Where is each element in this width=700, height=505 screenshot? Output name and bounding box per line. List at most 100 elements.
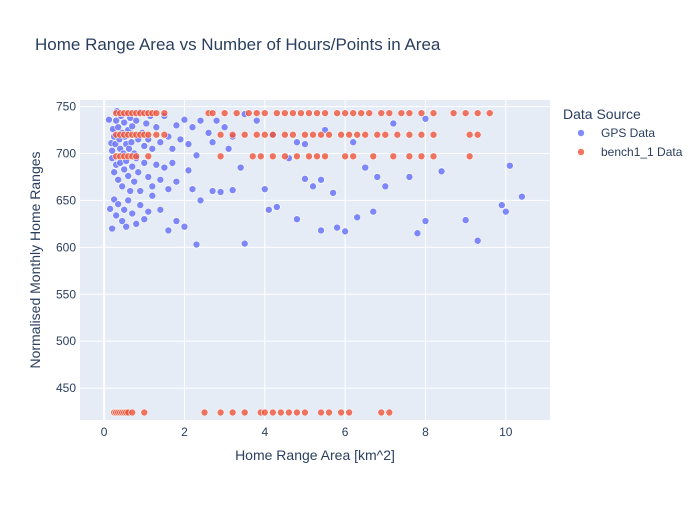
bench1-1-data-point[interactable] (140, 408, 149, 417)
gps-data-point[interactable] (518, 192, 526, 201)
gps-data-point[interactable] (156, 205, 165, 214)
gps-data-point[interactable] (293, 138, 301, 147)
gps-data-point[interactable] (168, 159, 177, 167)
gps-data-point[interactable] (252, 116, 261, 125)
gps-data-point[interactable] (361, 163, 370, 172)
bench1-1-data-point[interactable] (244, 109, 253, 117)
gps-data-point[interactable] (152, 123, 161, 132)
gps-data-point[interactable] (144, 207, 153, 216)
gps-data-point[interactable] (114, 175, 122, 184)
bench1-1-data-point[interactable] (321, 152, 329, 161)
gps-data-point[interactable] (184, 166, 193, 175)
gps-data-point[interactable] (473, 236, 482, 245)
gps-data-point[interactable] (134, 168, 143, 177)
gps-data-point[interactable] (333, 223, 341, 232)
gps-data-point[interactable] (124, 172, 133, 180)
gps-data-point[interactable] (114, 200, 122, 208)
bench1-1-data-point[interactable] (144, 152, 153, 161)
gps-data-point[interactable] (132, 220, 141, 228)
gps-data-point[interactable] (353, 213, 361, 222)
bench1-1-data-point[interactable] (273, 109, 281, 117)
bench1-1-data-point[interactable] (317, 130, 325, 139)
bench1-1-data-point[interactable] (321, 109, 329, 117)
bench1-1-data-point[interactable] (405, 109, 414, 117)
bench1-1-data-point[interactable] (341, 152, 349, 161)
gps-data-point[interactable] (196, 116, 205, 125)
gps-data-point[interactable] (405, 173, 414, 181)
gps-data-point[interactable] (118, 182, 126, 191)
legend-item-gps[interactable]: GPS Data (577, 126, 656, 140)
gps-data-point[interactable] (128, 209, 137, 218)
gps-data-point[interactable] (381, 182, 390, 191)
bench1-1-data-point[interactable] (252, 109, 261, 117)
bench1-1-data-point[interactable] (373, 130, 382, 139)
gps-data-point[interactable] (144, 173, 153, 181)
gps-data-point[interactable] (164, 185, 173, 193)
gps-data-point[interactable] (180, 222, 189, 231)
bench1-1-data-point[interactable] (473, 130, 482, 139)
bench1-1-data-point[interactable] (132, 152, 141, 161)
gps-data-point[interactable] (228, 186, 237, 194)
gps-data-point[interactable] (437, 167, 446, 176)
bench1-1-data-point[interactable] (160, 130, 169, 139)
bench1-1-data-point[interactable] (289, 130, 297, 139)
bench1-1-data-point[interactable] (281, 130, 289, 139)
bench1-1-data-point[interactable] (232, 109, 241, 117)
gps-data-point[interactable] (136, 201, 145, 209)
gps-data-point[interactable] (142, 119, 151, 128)
gps-data-point[interactable] (148, 144, 157, 153)
gps-data-point[interactable] (208, 138, 217, 147)
gps-data-point[interactable] (112, 211, 120, 220)
bench1-1-data-point[interactable] (293, 152, 301, 161)
gps-data-point[interactable] (180, 115, 189, 124)
bench1-1-data-point[interactable] (377, 109, 386, 117)
gps-data-point[interactable] (176, 135, 185, 144)
bench1-1-data-point[interactable] (220, 109, 229, 117)
bench1-1-data-point[interactable] (216, 152, 225, 161)
bench1-1-data-point[interactable] (240, 130, 249, 139)
bench1-1-data-point[interactable] (297, 109, 305, 117)
gps-data-point[interactable] (273, 203, 281, 211)
gps-data-point[interactable] (497, 201, 506, 209)
bench1-1-data-point[interactable] (333, 109, 341, 117)
gps-data-point[interactable] (106, 205, 114, 213)
bench1-1-data-point[interactable] (349, 109, 357, 117)
gps-data-point[interactable] (164, 226, 173, 235)
bench1-1-data-point[interactable] (252, 130, 261, 139)
bench1-1-data-point[interactable] (405, 152, 414, 161)
gps-data-point[interactable] (301, 175, 309, 183)
bench1-1-data-point[interactable] (465, 152, 474, 161)
bench1-1-data-point[interactable] (473, 109, 482, 117)
bench1-1-data-point[interactable] (256, 152, 265, 161)
gps-data-point[interactable] (309, 182, 317, 191)
bench1-1-data-point[interactable] (385, 109, 394, 117)
gps-data-point[interactable] (168, 144, 177, 153)
gps-data-point[interactable] (120, 165, 128, 174)
bench1-1-data-point[interactable] (277, 408, 285, 417)
bench1-1-data-point[interactable] (325, 408, 333, 417)
gps-data-point[interactable] (140, 142, 149, 150)
gps-data-point[interactable] (240, 239, 249, 248)
gps-data-point[interactable] (172, 177, 181, 186)
bench1-1-data-point[interactable] (417, 130, 426, 139)
bench1-1-data-point[interactable] (152, 130, 161, 139)
gps-data-point[interactable] (461, 216, 470, 224)
bench1-1-data-point[interactable] (208, 109, 217, 117)
gps-data-point[interactable] (160, 163, 169, 172)
gps-data-point[interactable] (369, 207, 378, 216)
bench1-1-data-point[interactable] (337, 130, 345, 139)
gps-data-point[interactable] (108, 224, 116, 233)
bench1-1-data-point[interactable] (357, 109, 365, 117)
bench1-1-data-point[interactable] (417, 109, 426, 117)
gps-data-point[interactable] (130, 177, 139, 186)
gps-data-point[interactable] (216, 188, 225, 196)
bench1-1-data-point[interactable] (313, 152, 321, 161)
bench1-1-data-point[interactable] (281, 109, 289, 117)
bench1-1-data-point[interactable] (385, 408, 394, 417)
gps-data-point[interactable] (108, 146, 116, 155)
bench1-1-data-point[interactable] (325, 130, 333, 139)
bench1-1-data-point[interactable] (361, 130, 370, 139)
gps-data-point[interactable] (120, 205, 128, 214)
bench1-1-data-point[interactable] (429, 109, 438, 117)
bench1-1-data-point[interactable] (345, 408, 353, 417)
